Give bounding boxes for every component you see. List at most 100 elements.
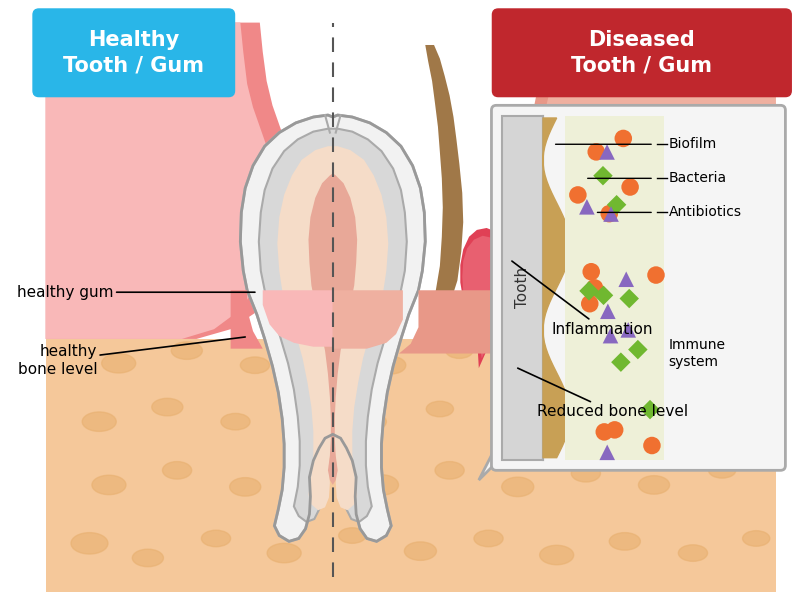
Circle shape xyxy=(595,423,613,440)
Polygon shape xyxy=(628,340,647,359)
Ellipse shape xyxy=(540,545,574,565)
Circle shape xyxy=(569,186,586,203)
Polygon shape xyxy=(607,195,626,214)
Ellipse shape xyxy=(82,412,116,431)
Ellipse shape xyxy=(230,478,261,496)
Ellipse shape xyxy=(267,544,301,563)
Polygon shape xyxy=(46,339,776,592)
Ellipse shape xyxy=(152,398,183,416)
Text: Diseased
Tooth / Gum: Diseased Tooth / Gum xyxy=(571,30,712,76)
FancyBboxPatch shape xyxy=(33,9,234,97)
Ellipse shape xyxy=(638,476,670,494)
Ellipse shape xyxy=(562,398,590,416)
Ellipse shape xyxy=(357,413,386,430)
Ellipse shape xyxy=(162,461,192,479)
Circle shape xyxy=(586,279,603,296)
Polygon shape xyxy=(619,289,639,308)
Ellipse shape xyxy=(404,542,437,560)
Polygon shape xyxy=(479,436,501,480)
Ellipse shape xyxy=(132,549,163,566)
Polygon shape xyxy=(579,281,598,301)
Ellipse shape xyxy=(742,530,770,546)
Text: healthy
bone level: healthy bone level xyxy=(18,337,246,377)
Ellipse shape xyxy=(306,343,340,363)
Polygon shape xyxy=(594,166,613,185)
Ellipse shape xyxy=(102,353,136,373)
Circle shape xyxy=(643,437,661,454)
Text: Antibiotics: Antibiotics xyxy=(669,205,742,220)
Polygon shape xyxy=(259,128,406,522)
FancyBboxPatch shape xyxy=(491,106,786,470)
Text: Immune
system: Immune system xyxy=(669,338,726,369)
Bar xyxy=(502,116,543,460)
Ellipse shape xyxy=(718,345,746,361)
Ellipse shape xyxy=(648,356,679,374)
Ellipse shape xyxy=(221,413,250,430)
Ellipse shape xyxy=(377,356,406,374)
Circle shape xyxy=(582,263,600,280)
Ellipse shape xyxy=(446,343,473,358)
Polygon shape xyxy=(579,199,594,215)
Circle shape xyxy=(581,295,598,313)
Ellipse shape xyxy=(709,463,736,478)
Ellipse shape xyxy=(581,342,610,359)
Polygon shape xyxy=(426,45,463,319)
Polygon shape xyxy=(262,290,333,347)
Polygon shape xyxy=(399,290,498,353)
Ellipse shape xyxy=(435,461,464,479)
Polygon shape xyxy=(333,290,403,349)
Text: Reduced bone level: Reduced bone level xyxy=(518,368,688,419)
Ellipse shape xyxy=(300,466,327,481)
Ellipse shape xyxy=(240,357,270,373)
Polygon shape xyxy=(498,23,776,339)
Polygon shape xyxy=(543,118,570,458)
Polygon shape xyxy=(230,290,262,349)
Ellipse shape xyxy=(474,530,503,547)
Ellipse shape xyxy=(92,475,126,494)
Polygon shape xyxy=(462,236,509,358)
Ellipse shape xyxy=(71,533,108,554)
Polygon shape xyxy=(599,144,615,160)
Ellipse shape xyxy=(610,533,640,550)
Ellipse shape xyxy=(202,530,230,547)
Polygon shape xyxy=(599,445,615,460)
Polygon shape xyxy=(46,23,294,339)
Ellipse shape xyxy=(571,464,601,482)
Ellipse shape xyxy=(338,528,366,544)
Circle shape xyxy=(587,143,605,161)
Ellipse shape xyxy=(426,401,454,417)
Ellipse shape xyxy=(171,342,202,359)
Circle shape xyxy=(601,205,618,223)
Ellipse shape xyxy=(629,412,660,431)
Polygon shape xyxy=(602,328,618,343)
Ellipse shape xyxy=(492,412,524,431)
Text: Biofilm: Biofilm xyxy=(669,137,717,151)
Text: healthy gum: healthy gum xyxy=(18,285,255,300)
Ellipse shape xyxy=(678,545,707,562)
Text: Tooth: Tooth xyxy=(515,267,530,308)
Polygon shape xyxy=(618,271,634,287)
Polygon shape xyxy=(603,206,619,222)
Polygon shape xyxy=(640,400,660,419)
Bar xyxy=(566,116,664,460)
Text: Inflammation: Inflammation xyxy=(512,261,654,337)
Polygon shape xyxy=(600,304,616,319)
FancyBboxPatch shape xyxy=(493,9,791,97)
Ellipse shape xyxy=(286,399,321,419)
Ellipse shape xyxy=(698,401,726,417)
Polygon shape xyxy=(278,146,388,510)
Polygon shape xyxy=(594,286,614,305)
Polygon shape xyxy=(621,322,636,338)
Circle shape xyxy=(614,130,632,147)
Ellipse shape xyxy=(511,355,543,375)
Polygon shape xyxy=(611,352,630,372)
Polygon shape xyxy=(460,228,513,368)
Ellipse shape xyxy=(502,477,534,497)
Circle shape xyxy=(606,421,623,439)
Polygon shape xyxy=(512,23,776,339)
Text: Bacteria: Bacteria xyxy=(669,172,726,185)
Polygon shape xyxy=(240,115,426,541)
Polygon shape xyxy=(46,23,274,339)
Circle shape xyxy=(622,178,639,196)
Ellipse shape xyxy=(365,475,398,495)
